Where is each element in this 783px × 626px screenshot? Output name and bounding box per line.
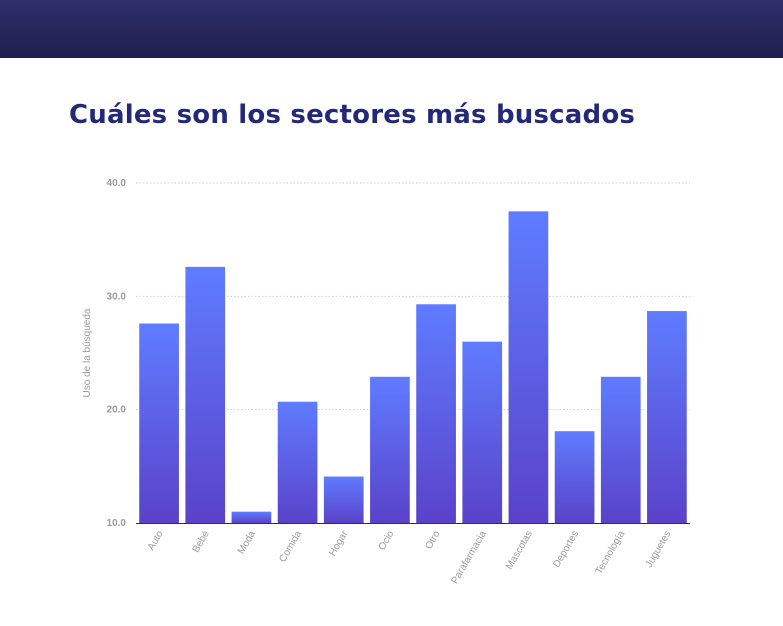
bar-otro	[416, 304, 456, 523]
y-tick-label: 40.0	[107, 178, 127, 189]
bar-juguetes	[647, 311, 687, 523]
x-tick-label: Bebé	[191, 529, 212, 555]
bar-bebé	[185, 266, 226, 523]
x-tick-label: Comida	[277, 529, 304, 565]
x-tick-label: Mascotas	[504, 529, 535, 572]
x-tick-label: Hogar	[327, 528, 350, 558]
x-tick-label: Moda	[236, 529, 258, 557]
y-axis-ticks: 10.0 20.0 30.0 40.0	[107, 178, 127, 529]
bar-hogar	[323, 476, 364, 523]
bar-tecnología	[600, 376, 641, 523]
x-tick-label: Tecnología	[594, 529, 628, 577]
grid-lines	[136, 182, 690, 411]
x-tick-label: Juguetes	[644, 529, 674, 570]
y-tick-label: 20.0	[107, 405, 127, 416]
y-tick-label: 10.0	[107, 518, 127, 529]
x-tick-label: Auto	[146, 529, 166, 553]
y-axis-label: Uso de la búsqueda	[82, 308, 93, 397]
x-tick-label: Otro	[423, 529, 442, 552]
page-title: Cuáles son los sectores más buscados	[69, 100, 636, 130]
x-tick-label: Ocio	[377, 529, 397, 553]
y-tick-label: 30.0	[107, 291, 127, 302]
bar-parafarmacia	[462, 341, 503, 523]
x-axis-ticks: Auto Bebé Moda Comida Hogar Ocio Otro Parafarma…	[146, 528, 674, 586]
bar-ocio	[370, 376, 410, 523]
bar-comida	[277, 401, 318, 523]
x-tick-label: Deportes	[551, 529, 581, 570]
bar-auto	[139, 323, 179, 523]
header-bar	[0, 0, 783, 58]
x-tick-label: Parafarmacia	[450, 529, 489, 586]
bar-mascotas	[508, 211, 549, 524]
bars	[139, 211, 687, 524]
bar-deportes	[554, 431, 595, 523]
bar-moda	[231, 511, 272, 523]
